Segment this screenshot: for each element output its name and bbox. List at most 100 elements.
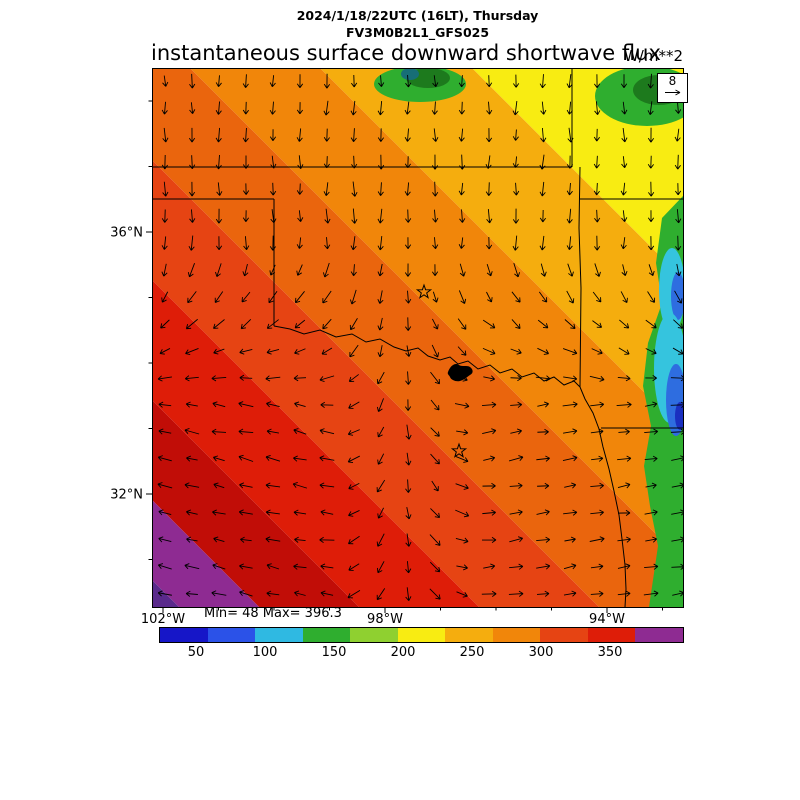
wind-arrow: [323, 128, 330, 142]
wind-arrow: [536, 563, 551, 570]
wind-arrow: [670, 375, 683, 382]
wind-arrow: [293, 563, 307, 570]
wind-arrow: [240, 536, 252, 543]
wind-arrow: [431, 154, 439, 170]
wind-arrow: [648, 264, 655, 277]
wind-arrow: [269, 129, 277, 141]
wind-arrow: [266, 348, 280, 355]
wind-arrow: [242, 101, 249, 115]
wind-arrow: [188, 181, 196, 197]
wind-arrow: [536, 590, 550, 597]
wind-arrow: [266, 319, 279, 329]
wind-arrow: [377, 263, 384, 277]
wind-arrow: [483, 563, 496, 570]
wind-arrow: [324, 208, 331, 224]
wind-arrow: [563, 428, 578, 435]
wind-arrow: [458, 101, 465, 115]
wind-arrow: [564, 319, 576, 329]
wind-arrow: [348, 510, 360, 517]
colorbar-tick-label: 350: [597, 645, 623, 660]
wind-arrow: [215, 263, 222, 278]
wind-arrow: [673, 319, 683, 329]
wind-arrow: [430, 427, 440, 437]
wind-arrow: [184, 563, 200, 570]
wind-arrow: [238, 428, 254, 435]
wind-arrow: [405, 209, 412, 223]
wind-arrow: [509, 536, 524, 543]
wind-arrow: [212, 401, 226, 408]
wind-arrow: [293, 428, 307, 435]
wind-arrow: [323, 156, 330, 169]
wind-arrow: [161, 154, 168, 170]
wind-vectors: [157, 73, 683, 601]
wind-arrow: [159, 348, 171, 355]
colorbar-segment: [302, 628, 351, 642]
wind-arrow: [239, 482, 253, 489]
wind-arrow: [617, 482, 631, 489]
wind-arrow: [405, 290, 412, 304]
wind-arrow: [239, 563, 253, 570]
wind-arrow: [456, 564, 468, 571]
wind-arrow: [377, 128, 384, 142]
wind-arrow: [270, 155, 277, 169]
wind-arrow: [563, 509, 578, 516]
wind-arrow: [269, 101, 276, 115]
wind-arrow: [510, 375, 522, 382]
wind-arrow: [647, 291, 656, 303]
wind-arrow: [535, 375, 551, 382]
wind-arrow: [454, 402, 470, 409]
wind-arrow: [671, 482, 683, 489]
wind-arrow: [590, 509, 604, 516]
wind-arrow: [512, 208, 520, 224]
wind-arrow: [644, 428, 659, 435]
wind-arrow: [593, 128, 600, 142]
wind-arrow: [293, 509, 307, 516]
wind-arrow: [320, 563, 334, 570]
wind-arrow: [297, 210, 304, 222]
wind-arrow: [376, 398, 384, 412]
wind-arrow: [376, 533, 385, 547]
wind-arrow: [319, 428, 335, 435]
colorbar-segment: [350, 628, 398, 642]
wind-arrow: [348, 401, 360, 409]
wind-arrow: [643, 590, 659, 597]
wind-arrow: [458, 75, 465, 88]
wind-arrow: [265, 536, 281, 543]
wind-reference-value: 8: [668, 74, 677, 88]
wind-arrow: [378, 75, 385, 87]
wind-arrow: [672, 347, 683, 355]
wind-arrow: [594, 235, 601, 251]
wind-arrow: [539, 154, 546, 170]
wind-arrow: [214, 291, 224, 303]
wind-arrow: [457, 346, 467, 356]
wind-arrow: [296, 74, 304, 89]
wind-arrow: [350, 264, 357, 277]
wind-arrow: [647, 155, 654, 169]
wind-arrow: [294, 348, 306, 355]
wind-arrow: [405, 533, 412, 547]
wind-arrow: [536, 455, 550, 462]
wind-arrow: [537, 347, 549, 355]
wind-arrow: [593, 74, 601, 89]
wind-arrow: [671, 563, 683, 570]
wind-arrow: [509, 482, 523, 489]
wind-arrow: [239, 590, 253, 597]
wind-arrow: [292, 482, 308, 489]
wind-arrow: [162, 127, 169, 143]
wind-arrow: [645, 348, 657, 355]
wind-arrow: [377, 426, 385, 438]
wind-arrow: [674, 154, 681, 170]
wind-arrow: [511, 319, 521, 329]
wind-arrow: [162, 181, 169, 197]
wind-arrow: [539, 181, 546, 197]
wind-arrow: [486, 75, 493, 88]
wind-arrow: [242, 74, 249, 88]
wind-arrow: [377, 182, 384, 196]
wind-arrow: [160, 319, 170, 329]
wind-arrow: [296, 102, 304, 115]
wind-arrow: [213, 482, 225, 489]
wind-arrow: [157, 375, 172, 382]
wind-arrow: [185, 590, 198, 597]
wind-arrow: [404, 399, 412, 411]
